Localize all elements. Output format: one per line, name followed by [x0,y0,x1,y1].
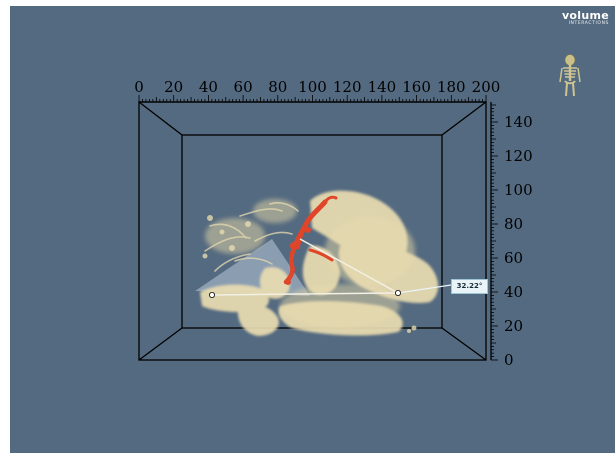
orientation-skeleton-icon[interactable] [558,54,582,98]
y-axis-ruler: 0 20 40 60 80 100 120 140 [490,102,533,369]
angle-value-label: 32.22° [451,279,488,294]
y-tick-label: 60 [504,249,523,267]
y-tick-label: 100 [504,181,533,199]
y-tick-label: 140 [504,113,533,131]
x-tick-label: 100 [298,78,327,96]
logo-tagline: INTERACTIONS [568,21,609,26]
logo-word: volume [561,9,609,22]
label-leader [397,284,452,294]
x-tick-label: 0 [134,78,144,96]
volume-viewport[interactable]: 0 20 40 60 80 100 120 140 160 180 200 0 20 40 60 80 100… [10,6,615,453]
y-tick-label: 80 [504,215,523,233]
x-tick-label: 40 [199,78,218,96]
volume-interactions-logo: volume INTERACTIONS [562,10,609,27]
y-tick-label: 0 [504,351,514,369]
y-tick-label: 20 [504,317,523,335]
x-tick-label: 60 [234,78,253,96]
x-tick-label: 180 [437,78,466,96]
measure-line-base [211,292,399,296]
x-tick-label: 120 [333,78,362,96]
y-tick-label: 40 [504,283,523,301]
measure-line-arm [299,238,399,294]
x-tick-label: 80 [268,78,287,96]
x-tick-label: 140 [368,78,397,96]
measure-handle-left [208,291,215,298]
x-tick-label: 160 [402,78,431,96]
volume-rendering [195,190,439,336]
x-axis-ruler: 0 20 40 60 80 100 120 140 160 180 200 [134,78,501,103]
x-tick-label: 20 [164,78,183,96]
angle-measurement[interactable] [208,238,452,298]
3d-scene[interactable]: 0 20 40 60 80 100 120 140 160 180 200 0 20 40 60 80 100… [10,6,615,453]
measure-handle-right [394,289,401,296]
y-tick-label: 120 [504,147,533,165]
x-tick-label: 200 [472,78,501,96]
